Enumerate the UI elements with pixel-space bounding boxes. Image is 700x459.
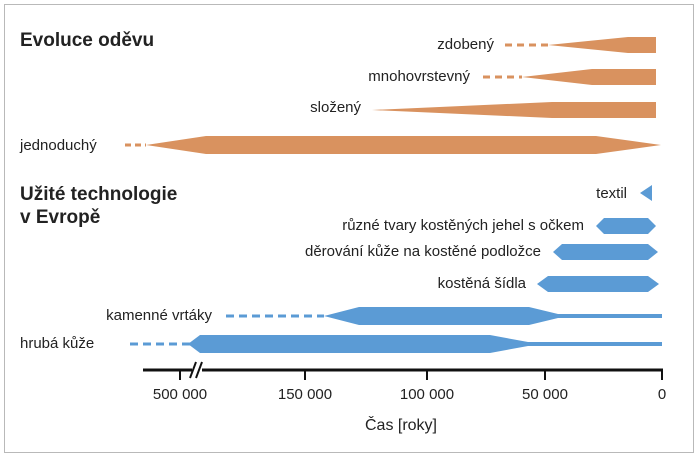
tick-label-0: 0 — [658, 386, 666, 403]
axis-break-icon — [189, 361, 203, 379]
tick-label-100000: 100 000 — [400, 386, 454, 403]
jednoduchy-bar — [146, 136, 661, 154]
label-vrtaky: kamenné vrtáky — [106, 307, 212, 324]
label-jednoduchy: jednoduchý — [19, 137, 97, 154]
tech-section-title-line1: Užité technologie — [20, 184, 177, 205]
kuze-bar — [188, 335, 662, 353]
label-mnohovrstevny: mnohovrstevný — [368, 68, 470, 85]
textil-marker — [640, 185, 652, 201]
label-zdobeny: zdobený — [437, 36, 494, 53]
sidla-bar — [537, 276, 659, 292]
label-derovani: děrování kůže na kostěné podložce — [305, 243, 541, 260]
clothing-section-title: Evoluce oděvu — [20, 30, 154, 51]
label-kuze: hrubá kůže — [20, 335, 94, 352]
axis-title: Čas [roky] — [365, 415, 437, 434]
tick-label-500000: 500 000 — [153, 386, 207, 403]
label-slozeny: složený — [310, 99, 361, 116]
label-jehly: různé tvary kostěných jehel s očkem — [342, 217, 584, 234]
slozeny-bar — [372, 102, 656, 118]
label-sidla: kostěná šídla — [438, 275, 527, 292]
label-textil: textil — [596, 185, 627, 202]
tick-label-150000: 150 000 — [278, 386, 332, 403]
derovani-bar — [553, 244, 658, 260]
mnohovrstevny-bar — [522, 69, 656, 85]
jehly-bar — [596, 218, 656, 234]
zdobeny-bar — [548, 37, 656, 53]
tech-section-title-line2: v Evropě — [20, 207, 100, 228]
tick-label-50000: 50 000 — [522, 386, 568, 403]
vrtaky-bar — [324, 307, 662, 325]
